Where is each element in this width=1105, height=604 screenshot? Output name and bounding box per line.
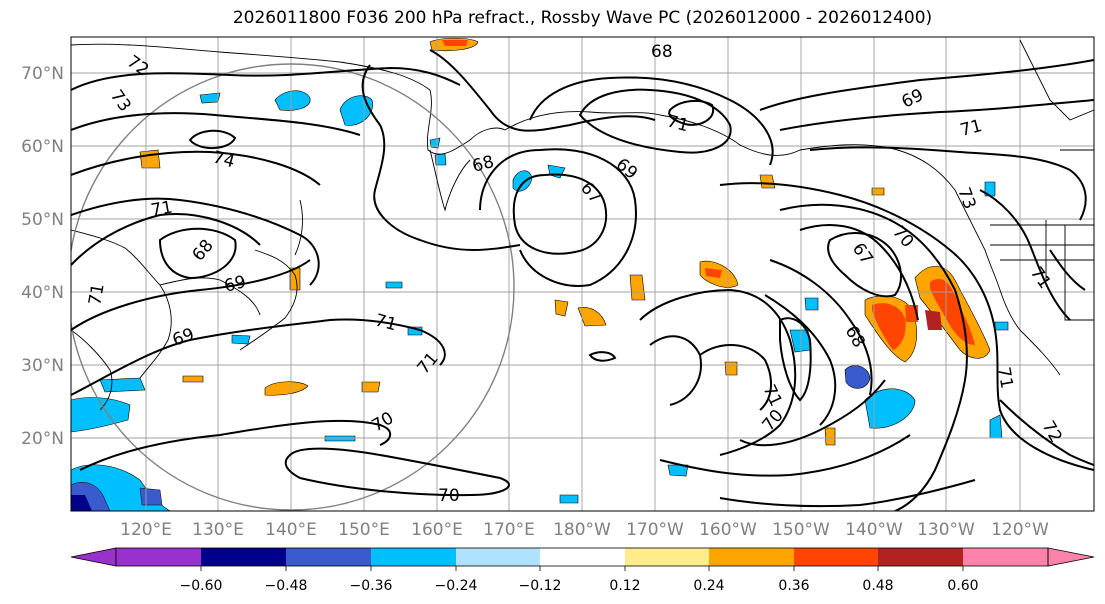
colorbar-label: −0.12 <box>519 578 562 594</box>
lon-label: 160°W <box>699 520 757 540</box>
contour-label: 71 <box>149 197 174 220</box>
lat-label: 60°N <box>21 137 64 157</box>
colorbar-swatch <box>963 548 1048 566</box>
colorbar-swatch <box>201 548 286 566</box>
lon-label: 130°E <box>192 520 244 540</box>
colorbar-label: 0.36 <box>778 578 809 594</box>
colorbar-label: −0.36 <box>350 578 393 594</box>
colorbar-swatch <box>456 548 540 566</box>
lon-label: 120°W <box>991 520 1049 540</box>
colorbar-swatch <box>625 548 709 566</box>
map-title: 2026011800 F036 200 hPa refract., Rossby… <box>232 8 933 28</box>
colorbar-swatch <box>286 548 371 566</box>
lat-label: 30°N <box>21 356 64 376</box>
lon-label: 170°W <box>626 520 684 540</box>
colorbar-swatch <box>540 548 625 566</box>
colorbar <box>70 547 1095 571</box>
negative-anomaly-fill <box>71 90 1009 511</box>
contour-lines <box>71 49 1094 511</box>
colorbar-label: 0.24 <box>693 578 724 594</box>
great-circle <box>71 63 515 511</box>
colorbar-swatch <box>709 548 794 566</box>
lon-label: 160°E <box>411 520 463 540</box>
colorbar-label: −0.60 <box>180 578 223 594</box>
lat-label: 70°N <box>21 64 64 84</box>
colorbar-swatch <box>371 548 456 566</box>
colorbar-extend-max <box>1047 547 1095 567</box>
colorbar-label: −0.24 <box>435 578 478 594</box>
lon-label: 140°W <box>845 520 903 540</box>
colorbar-swatch <box>116 548 201 566</box>
longitude-axis: 120°E 130°E 140°E 150°E 160°E 170°E 180°… <box>120 520 1049 540</box>
lon-label: 140°E <box>265 520 317 540</box>
colorbar-label: 0.48 <box>862 578 893 594</box>
map-frame <box>70 36 1095 512</box>
lat-label: 50°N <box>21 210 64 230</box>
lon-label: 130°W <box>917 520 975 540</box>
colorbar-swatch <box>794 548 878 566</box>
lon-label: 180°W <box>553 520 611 540</box>
lat-label: 20°N <box>21 429 64 449</box>
lon-label: 120°E <box>120 520 172 540</box>
colorbar-label: −0.48 <box>265 578 308 594</box>
lat-label: 40°N <box>21 283 64 303</box>
colorbar-swatch <box>878 548 963 566</box>
lon-label: 150°W <box>772 520 830 540</box>
contour-label: 68 <box>651 42 673 62</box>
contour-label: 71 <box>993 365 1016 390</box>
contour-label: 71 <box>85 282 108 307</box>
lon-label: 150°E <box>338 520 390 540</box>
colorbar-outline <box>115 547 1049 567</box>
colorbar-label: 0.60 <box>947 578 978 594</box>
colorbar-labels: −0.60 −0.48 −0.36 −0.24 −0.12 0.12 0.24 … <box>180 578 979 594</box>
latitude-axis: 70°N 60°N 50°N 40°N 30°N 20°N <box>21 64 64 449</box>
colorbar-label: 0.12 <box>609 578 640 594</box>
contour-label: 70 <box>438 486 460 506</box>
lon-label: 170°E <box>483 520 535 540</box>
colorbar-extend-min <box>70 547 117 567</box>
